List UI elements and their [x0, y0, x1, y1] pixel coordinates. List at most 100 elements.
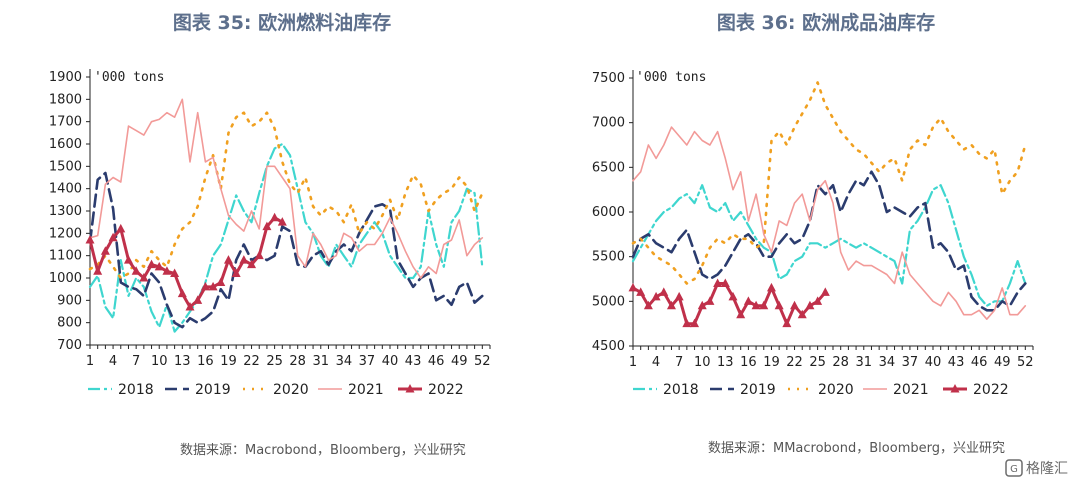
- x-tick-label: 40: [925, 355, 942, 370]
- series-point-2022: [751, 300, 761, 310]
- series-point-2022: [93, 266, 103, 275]
- y-tick-label: 5000: [592, 294, 625, 309]
- series-point-2022: [177, 288, 187, 298]
- x-tick-label: 43: [405, 354, 422, 369]
- series-point-2022: [131, 266, 141, 275]
- x-tick-label: 16: [197, 354, 214, 369]
- x-tick-label: 10: [151, 354, 168, 369]
- legend-marker-2022: [405, 384, 415, 393]
- y-tick-label: 1400: [49, 182, 82, 197]
- series-point-2022: [690, 318, 700, 328]
- watermark-text: 格隆汇: [1026, 461, 1068, 477]
- unit-label: '000 tons: [636, 70, 706, 85]
- x-tick-label: 16: [740, 355, 757, 370]
- series-point-2022: [713, 278, 723, 287]
- series-point-2022: [223, 255, 233, 264]
- series-point-2022: [154, 261, 164, 271]
- fuel-oil-inventory-chart: 图表 35: 欧洲燃料油库存 '000 tons 700 800 900 1000 1100…: [49, 11, 491, 458]
- x-tick-label: 25: [809, 355, 826, 370]
- series-point-2022: [774, 300, 784, 310]
- x-tick-label: 19: [763, 355, 780, 370]
- chart-title: 图表 36: 欧洲成品油库存: [717, 11, 935, 34]
- series-point-2022: [728, 291, 738, 301]
- y-tick-label: 1100: [49, 249, 82, 264]
- series-point-2022: [270, 212, 280, 222]
- x-tick-label: 22: [243, 354, 260, 369]
- series-point-2022: [720, 278, 730, 287]
- x-tick-label: 31: [312, 354, 329, 369]
- series-point-2022: [216, 277, 226, 286]
- x-tick-label: 13: [717, 355, 734, 370]
- legend-label-2021: 2021: [893, 382, 929, 398]
- series-line-2020: [88, 111, 484, 280]
- series-point-2022: [208, 281, 218, 291]
- series-point-2022: [116, 223, 126, 233]
- series-point-2022: [628, 282, 638, 292]
- series-point-2022: [736, 309, 746, 319]
- legend-label-2018: 2018: [118, 382, 154, 398]
- x-tick-label: 31: [855, 355, 872, 370]
- x-tick-label: 37: [359, 354, 376, 369]
- x-tick-label: 28: [289, 354, 306, 369]
- series-point-2022: [790, 300, 800, 310]
- x-tick-label: 52: [1017, 355, 1034, 370]
- series-point-2022: [651, 291, 661, 301]
- series-point-2022: [674, 291, 684, 301]
- series-line-2018: [631, 184, 1027, 307]
- x-tick-label: 37: [902, 355, 919, 370]
- y-tick-label: 1600: [49, 137, 82, 152]
- series-point-2022: [147, 259, 157, 269]
- series-point-2022: [766, 282, 776, 292]
- series-point-2022: [759, 300, 769, 310]
- series-line-2020: [631, 81, 1027, 285]
- series-point-2022: [782, 318, 792, 328]
- series-point-2022: [185, 302, 195, 311]
- series-point-2022: [659, 287, 669, 296]
- series-point-2022: [666, 300, 676, 310]
- series-line-2019: [88, 171, 484, 329]
- series-point-2022: [805, 300, 815, 310]
- watermark-logo: G 格隆汇: [1005, 459, 1068, 477]
- series-point-2022: [813, 296, 823, 305]
- series-point-2022: [193, 295, 203, 304]
- series-point-2022: [123, 255, 133, 264]
- y-tick-label: 6500: [592, 160, 625, 175]
- series-point-2022: [797, 309, 807, 319]
- series-point-2022: [820, 287, 830, 296]
- series-point-2022: [162, 266, 172, 275]
- legend-label-2020: 2020: [818, 382, 854, 398]
- series-point-2022: [170, 268, 180, 278]
- x-tick-label: 52: [474, 354, 491, 369]
- y-tick-label: 7500: [592, 71, 625, 86]
- y-tick-label: 5500: [592, 250, 625, 265]
- series-point-2022: [139, 273, 149, 282]
- series-line-2021: [632, 126, 1027, 321]
- y-tick-label: 1700: [49, 115, 82, 130]
- y-tick-label: 800: [57, 316, 82, 331]
- source-note: 数据来源：MMacrobond，Bloomberg，兴业研究: [708, 441, 1005, 456]
- x-tick-label: 7: [132, 354, 140, 369]
- source-note: 数据来源：Macrobond，Bloomberg，兴业研究: [180, 443, 466, 458]
- x-tick-label: 1: [629, 355, 637, 370]
- y-tick-label: 1900: [49, 70, 82, 85]
- x-tick-label: 25: [266, 354, 283, 369]
- x-tick-label: 4: [109, 354, 117, 369]
- legend-label-2020: 2020: [273, 382, 309, 398]
- chart-title: 图表 35: 欧洲燃料油库存: [173, 11, 391, 34]
- series-point-2022: [254, 250, 264, 260]
- series-point-2022: [643, 300, 653, 310]
- x-tick-label: 40: [382, 354, 399, 369]
- legend-label-2022: 2022: [973, 382, 1009, 398]
- x-tick-label: 49: [994, 355, 1011, 370]
- series-point-2022: [108, 232, 118, 242]
- x-tick-label: 19: [220, 354, 237, 369]
- series-point-2022: [743, 296, 753, 305]
- legend-label-2022: 2022: [428, 382, 464, 398]
- y-tick-label: 7000: [592, 116, 625, 131]
- legend-label-2019: 2019: [740, 382, 776, 398]
- x-tick-label: 34: [879, 355, 896, 370]
- product-inventory-chart: 图表 36: 欧洲成品油库存 '000 tons 4500 5000 5500 6000 6…: [592, 11, 1034, 456]
- series-point-2022: [705, 296, 715, 305]
- series-line-2022: [631, 282, 827, 326]
